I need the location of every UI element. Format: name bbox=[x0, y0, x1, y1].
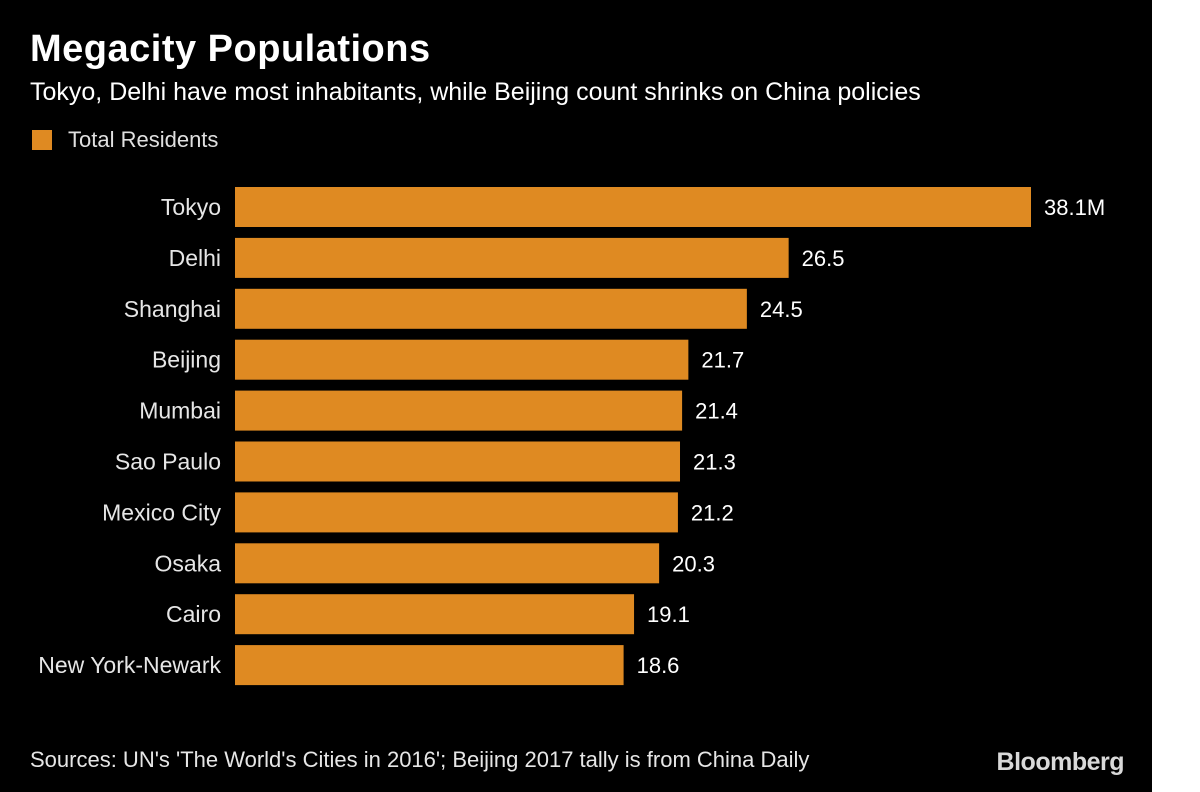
bar-new-york-newark bbox=[235, 645, 624, 686]
category-label: Mumbai bbox=[139, 398, 221, 424]
bar-osaka bbox=[235, 543, 660, 584]
category-label: Cairo bbox=[166, 601, 221, 627]
data-label: 20.3 bbox=[672, 551, 715, 576]
data-label: 18.6 bbox=[637, 653, 680, 678]
category-label: Tokyo bbox=[161, 194, 221, 220]
bar-tokyo bbox=[235, 187, 1031, 227]
bar-chart: Tokyo 38.1M Delhi 26.5 Shanghai 24.5 Beijing 21… bbox=[38, 187, 1105, 686]
chart-panel: Megacity Populations Tokyo, Delhi have m… bbox=[0, 0, 1152, 792]
data-label: 21.4 bbox=[695, 399, 738, 424]
bar-mexico-city bbox=[235, 492, 678, 533]
data-label: 26.5 bbox=[802, 246, 845, 271]
legend-label: Total Residents bbox=[68, 127, 219, 152]
source-note: Sources: UN's 'The World's Cities in 201… bbox=[30, 747, 810, 772]
data-label: 21.2 bbox=[691, 500, 734, 525]
bar-sao-paulo bbox=[235, 441, 681, 482]
data-label: 21.7 bbox=[701, 348, 744, 373]
legend: Total Residents bbox=[32, 127, 218, 153]
category-label: Shanghai bbox=[124, 296, 221, 322]
bar-mumbai bbox=[235, 390, 683, 431]
category-label: Delhi bbox=[169, 245, 221, 271]
data-label: 38.1M bbox=[1044, 195, 1105, 220]
bar-shanghai bbox=[235, 288, 747, 329]
category-label: Mexico City bbox=[102, 499, 221, 525]
category-label: Sao Paulo bbox=[115, 449, 221, 475]
bar-beijing bbox=[235, 339, 689, 380]
category-label: Osaka bbox=[155, 550, 222, 576]
chart-title: Megacity Populations bbox=[30, 28, 431, 70]
legend-swatch bbox=[32, 130, 52, 150]
bar-delhi bbox=[235, 237, 789, 278]
category-label: Beijing bbox=[152, 347, 221, 373]
bloomberg-logo: Bloomberg bbox=[996, 748, 1125, 776]
data-label: 19.1 bbox=[647, 602, 690, 627]
category-label: New York-Newark bbox=[38, 652, 221, 678]
chart-subtitle: Tokyo, Delhi have most inhabitants, whil… bbox=[30, 78, 921, 106]
data-label: 21.3 bbox=[693, 450, 736, 475]
bar-cairo bbox=[235, 594, 635, 635]
data-label: 24.5 bbox=[760, 297, 803, 322]
